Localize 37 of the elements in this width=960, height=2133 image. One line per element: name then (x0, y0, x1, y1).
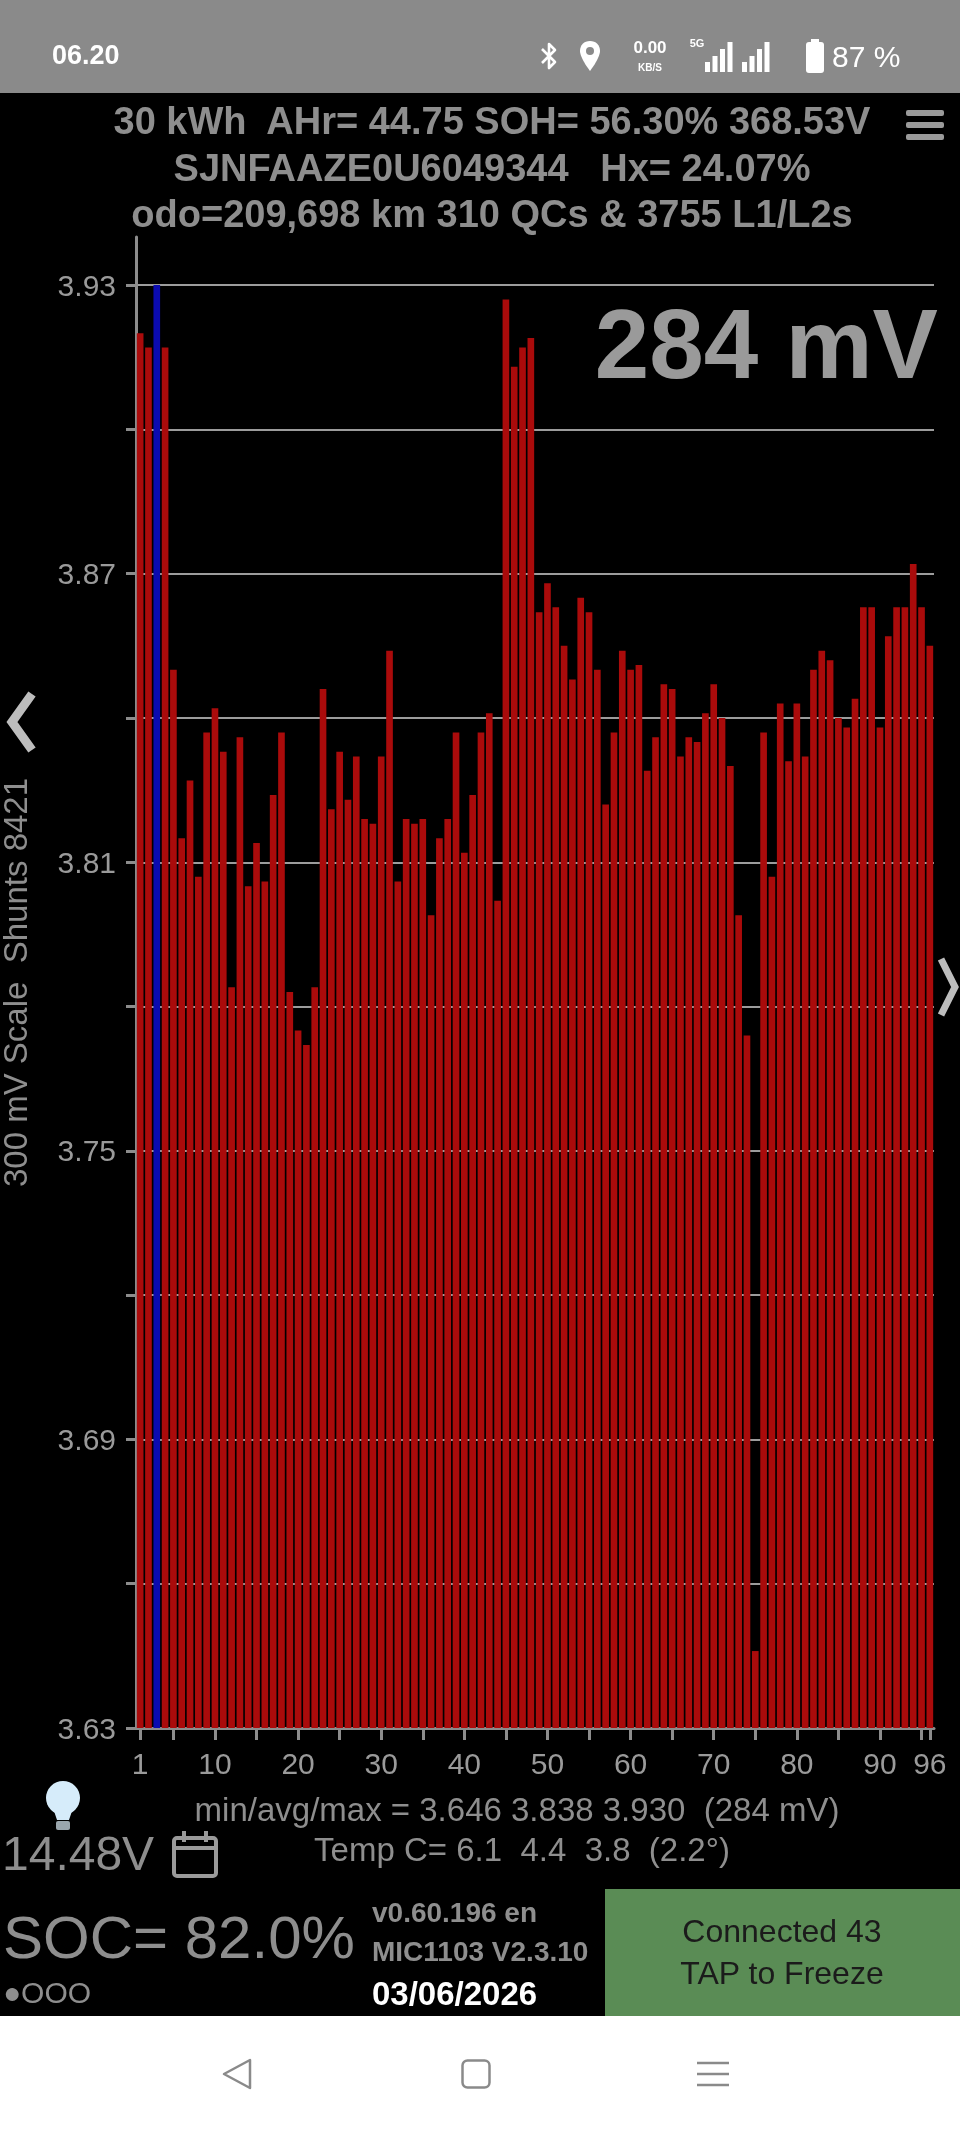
x-tick-label: 1 (131, 1746, 149, 1780)
text: Connected 43 (682, 1913, 882, 1950)
text: Temp C= 6.1 4.4 3.8 (2.2°) (314, 1830, 730, 1869)
y-tick-label: 3.63 (57, 1711, 116, 1745)
text: ●OOO (3, 1975, 92, 2009)
x-tick-label: 96 (913, 1746, 947, 1780)
text: v0.60.196 en (372, 1896, 538, 1929)
x-tick-label: 30 (364, 1746, 398, 1780)
text: odo=209,698 km 310 QCs & 3755 L1/L2s (131, 193, 853, 236)
y-tick-label: 3.69 (57, 1422, 116, 1456)
annotation: 284 mV (594, 289, 938, 400)
text: 87 % (832, 39, 901, 73)
text: SOC= 82.0% (3, 1904, 355, 1971)
text: min/avg/max = 3.646 3.838 3.930 (284 mV) (194, 1790, 840, 1829)
x-tick-label: 50 (530, 1746, 565, 1780)
x-tick-label: 20 (281, 1746, 315, 1780)
y-tick-label: 3.81 (57, 845, 116, 879)
text: 5G (689, 36, 705, 50)
text: TAP to Freeze (680, 1955, 884, 1992)
y-tick-label: 3.93 (57, 268, 116, 302)
text: 0.00 (633, 37, 667, 58)
y-tick-label: 3.75 (57, 1134, 116, 1168)
x-tick-label: 70 (697, 1746, 731, 1780)
text: 03/06/2026 (372, 1974, 538, 2013)
x-tick-label: 90 (863, 1746, 897, 1780)
y-tick-label: 3.87 (57, 557, 116, 591)
x-tick-label: 60 (613, 1746, 648, 1780)
text: 06.20 (52, 40, 120, 71)
y-axis-title: 300 mV Scale Shunts 8421 (0, 777, 34, 1188)
text: KB/S (638, 61, 662, 73)
text: 14.48V (2, 1826, 155, 1881)
x-tick-label: 80 (780, 1746, 814, 1780)
x-tick-label: 40 (447, 1746, 482, 1780)
x-tick-label: 10 (198, 1746, 232, 1780)
chart-subtitle: SJNFAAZE0U6049344 Hx= 24.07% (173, 147, 811, 190)
chart-title: 30 kWh AHr= 44.75 SOH= 56.30% 368.53V (113, 100, 871, 143)
text: MIC1103 V2.3.10 (372, 1935, 589, 1968)
